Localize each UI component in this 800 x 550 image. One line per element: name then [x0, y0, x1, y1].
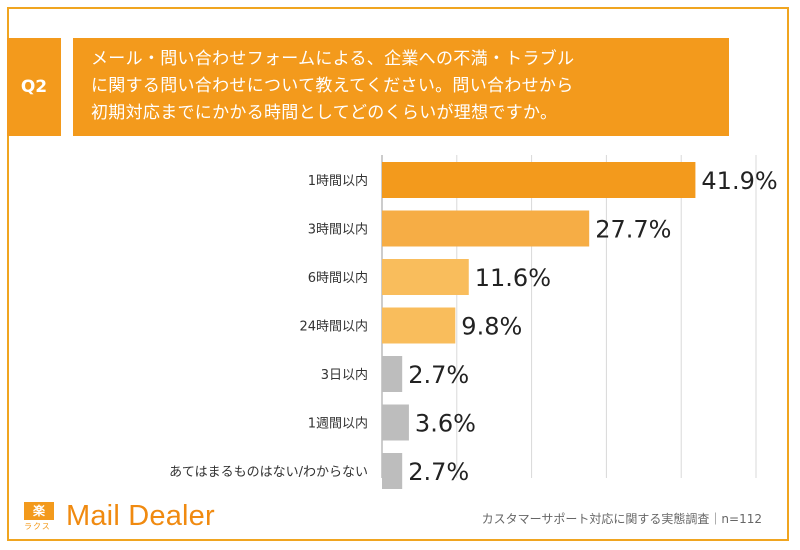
category-label: 1時間以内 — [308, 173, 368, 189]
value-label: 41.9% — [701, 167, 777, 195]
value-label: 27.7% — [595, 216, 671, 244]
question-line-1: メール・問い合わせフォームによる、企業への不満・トラブル — [91, 49, 575, 69]
logo-text: Mail Dealer — [66, 500, 215, 532]
value-label: 2.7% — [408, 458, 469, 486]
category-label: 6時間以内 — [308, 270, 368, 286]
question-number: Q2 — [7, 38, 61, 136]
category-label: 1週間以内 — [308, 416, 368, 432]
category-label: 3時間以内 — [308, 222, 368, 238]
bar — [382, 356, 403, 392]
bar — [382, 307, 456, 344]
question-line-3: 初期対応までにかかる時間としてどのくらいが理想ですか。 — [91, 103, 558, 123]
value-label: 2.7% — [408, 361, 469, 389]
logo-mark-char: 楽 — [24, 501, 54, 520]
bar — [382, 162, 696, 198]
brand-logo: 楽 ラクス Mail Dealer — [24, 500, 215, 533]
bar — [382, 259, 469, 295]
category-label: 3日以内 — [321, 367, 368, 383]
category-label: あてはまるものはない/わからない — [169, 465, 368, 480]
value-label: 3.6% — [415, 410, 476, 438]
question-line-2: に関する問い合わせについて教えてください。問い合わせから — [91, 76, 574, 96]
survey-note: カスタマーサポート対応に関する実態調査｜n=112 — [481, 512, 762, 526]
bar — [382, 404, 409, 441]
question-text: メール・問い合わせフォームによる、企業への不満・トラブル に関する問い合わせにつ… — [73, 38, 729, 136]
category-label: 24時間以内 — [299, 319, 368, 335]
logo-icon: 楽 ラクス — [24, 501, 58, 532]
value-label: 9.8% — [461, 313, 522, 341]
bar — [382, 453, 403, 489]
logo-mark-sub: ラクス — [24, 521, 51, 531]
bar — [382, 210, 590, 247]
outer-frame — [7, 7, 789, 541]
value-label: 11.6% — [475, 264, 551, 292]
